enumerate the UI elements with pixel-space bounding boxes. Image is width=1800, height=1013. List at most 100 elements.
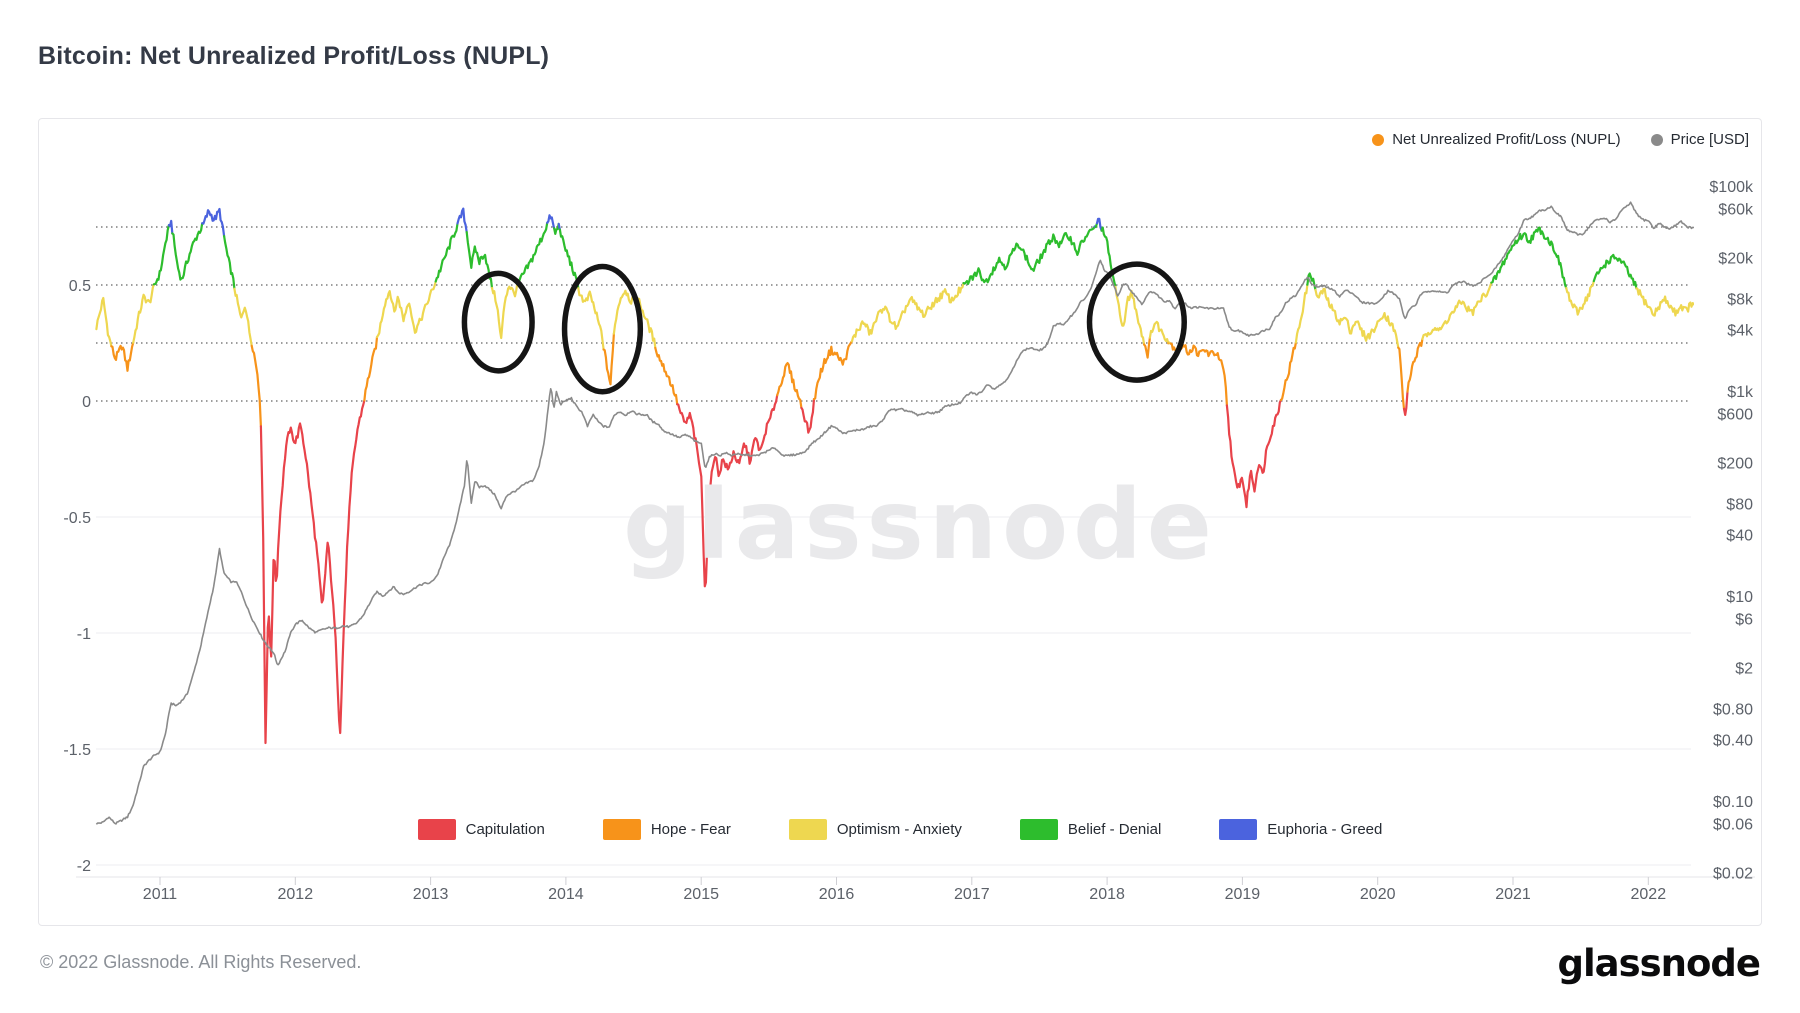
nupl-series-segment [1397, 346, 1406, 410]
nupl-series-segment [546, 214, 556, 230]
band-legend-item: Belief - Denial [1019, 819, 1162, 840]
nupl-series-segment [110, 341, 135, 372]
band-color-swatch [602, 819, 641, 840]
nupl-series-segment [1592, 253, 1638, 290]
page-title: Bitcoin: Net Unrealized Profit/Loss (NUP… [38, 42, 550, 70]
legend-item-nupl[interactable]: Net Unrealized Profit/Loss (NUPL) [1372, 131, 1621, 148]
price-axis-tick-label: $8k [1727, 291, 1754, 308]
price-axis-tick-label: $600 [1717, 407, 1753, 424]
price-axis-tick-label: $1k [1727, 384, 1754, 401]
nupl-series-segment [577, 287, 605, 351]
price-axis-tick-label: $200 [1717, 456, 1753, 473]
nupl-series-segment [132, 283, 155, 344]
nupl-axis-tick-label: -0.5 [63, 510, 91, 527]
legend-item-price[interactable]: Price [USD] [1650, 131, 1749, 148]
price-axis-tick-label: $0.10 [1713, 794, 1753, 811]
x-axis-tick-label: 2015 [683, 886, 719, 903]
price-axis-tick-label: $80 [1726, 496, 1753, 513]
nupl-series-segment [1294, 283, 1309, 344]
band-legend-label: Belief - Denial [1067, 821, 1162, 838]
price-axis-tick-label: $40 [1726, 527, 1753, 544]
annotation-ellipse [561, 263, 644, 395]
copyright-text: © 2022 Glassnode. All Rights Reserved. [40, 952, 362, 972]
price-axis-tick-label: $100k [1709, 179, 1754, 196]
nupl-price-chart-canvas[interactable]: 2011 2012 2013 2014 2015 2016 2017 2018 2019 2020… [39, 119, 1761, 925]
x-axis-tick-label: 2020 [1360, 886, 1396, 903]
nupl-series-segment [1402, 390, 1409, 416]
x-axis-tick-label: 2017 [954, 886, 990, 903]
nupl-series-segment [1095, 217, 1103, 232]
nupl-series-segment [465, 231, 494, 289]
nupl-series-segment [1565, 280, 1595, 316]
price-legend-dot-icon [1650, 133, 1663, 146]
nupl-series-segment [553, 222, 560, 235]
x-axis-tick-label: 2016 [819, 886, 855, 903]
band-color-swatch [1019, 819, 1058, 840]
nupl-series-segment [1279, 341, 1297, 402]
price-axis-tick-label: $0.40 [1713, 732, 1753, 749]
nupl-series-segment [233, 287, 253, 347]
nupl-axis-tick-label: -2 [77, 858, 91, 875]
nupl-series-segment [363, 336, 379, 402]
band-legend-label: Capitulation [465, 821, 545, 838]
price-axis-tick-label: $60k [1718, 202, 1754, 219]
nupl-legend-dot-icon [1372, 133, 1385, 146]
band-legend-item: Euphoria - Greed [1219, 819, 1382, 840]
nupl-axis-tick-label: -1.5 [63, 742, 91, 759]
nupl-series-segment [962, 225, 1096, 285]
nupl-series-segment [1306, 272, 1317, 291]
nupl-series-segment [1148, 320, 1170, 345]
price-axis-tick-label: $10 [1726, 589, 1753, 606]
nupl-series-segment [201, 207, 226, 238]
band-color-swatch [417, 819, 456, 840]
nupl-series-segment [1406, 338, 1424, 393]
band-legend-label: Hope - Fear [650, 821, 731, 838]
nupl-series-segment [152, 224, 170, 286]
x-axis-tick-label: 2019 [1225, 886, 1261, 903]
band-legend: Capitulation Hope - Fear Optimism - Anxiet… [39, 819, 1761, 840]
nupl-axis-tick-label: 0.5 [69, 278, 91, 295]
nupl-series-segment [1225, 398, 1283, 509]
nupl-series-segment [558, 228, 580, 290]
x-axis-tick-label: 2018 [1089, 886, 1125, 903]
nupl-series-segment [800, 398, 816, 434]
band-legend-label: Optimism - Anxiety [836, 821, 962, 838]
band-legend-item: Optimism - Anxiety [788, 819, 962, 840]
price-axis-tick-label: $0.06 [1713, 817, 1753, 834]
nupl-series-segment [1143, 336, 1151, 359]
nupl-series-segment [1421, 281, 1493, 341]
price-axis-tick-label: $0.80 [1713, 701, 1753, 718]
nupl-legend-label: Net Unrealized Profit/Loss (NUPL) [1392, 131, 1621, 148]
price-series-line [95, 201, 1694, 825]
nupl-series-segment [456, 207, 468, 234]
nupl-series-segment [776, 362, 803, 409]
x-axis-tick-label: 2014 [548, 886, 584, 903]
x-axis-tick-label: 2021 [1495, 886, 1531, 903]
nupl-axis-tick-label: 0 [82, 394, 91, 411]
nupl-series-segment [250, 344, 262, 428]
nupl-series-segment [654, 346, 679, 406]
nupl-series-segment [223, 235, 236, 290]
nupl-series-segment [171, 222, 204, 281]
nupl-series-segment [602, 332, 615, 386]
nupl-series-segment [375, 280, 437, 339]
band-legend-item: Capitulation [417, 819, 545, 840]
nupl-axis-tick-label: -1 [77, 626, 91, 643]
x-axis-tick-label: 2012 [278, 886, 314, 903]
price-axis-tick-label: $2 [1735, 661, 1753, 678]
nupl-series-segment [1100, 226, 1117, 288]
top-legend: Net Unrealized Profit/Loss (NUPL) Price … [1372, 131, 1749, 148]
nupl-series-segment [516, 221, 549, 285]
price-axis-tick-label: $0.02 [1713, 866, 1753, 883]
price-axis-tick-label: $4k [1727, 322, 1754, 339]
chart-card: 2011 2012 2013 2014 2015 2016 2017 2018 2019 2020… [38, 118, 1762, 926]
nupl-series-segment [676, 394, 779, 588]
annotation-ellipse [1086, 261, 1187, 383]
nupl-series-segment [1490, 226, 1568, 290]
x-axis-tick-label: 2011 [143, 886, 178, 903]
nupl-series-segment [850, 282, 965, 343]
nupl-series-segment [434, 222, 459, 283]
price-axis-tick-label: $6 [1735, 612, 1753, 629]
annotation-ellipse [461, 270, 535, 374]
